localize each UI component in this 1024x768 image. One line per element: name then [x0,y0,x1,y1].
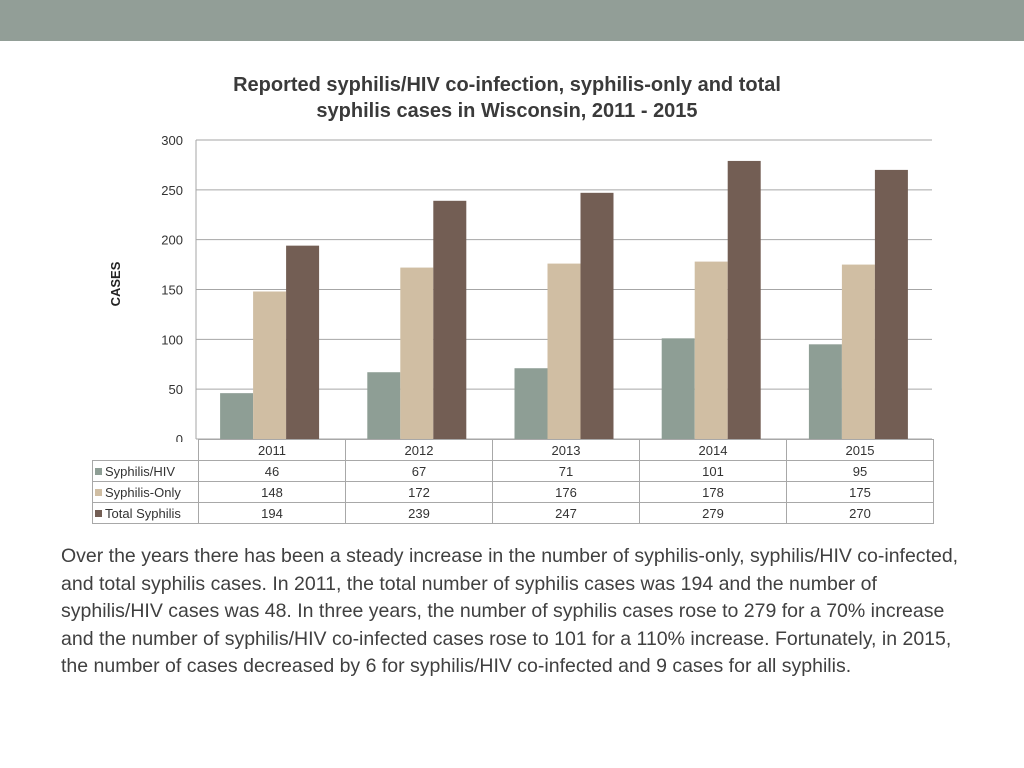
data-label: 239 [345,502,493,524]
table-corner [92,439,199,461]
legend-entry: Syphilis/HIV [92,460,199,482]
data-label: 247 [492,502,640,524]
legend-swatch [95,467,102,475]
data-label: 279 [639,502,787,524]
bar-total-syphilis-2012 [433,200,467,439]
y-tick-label: 250 [161,183,183,198]
data-label: 148 [198,481,346,503]
data-label: 176 [492,481,640,503]
table-row: Syphilis/HIV 46 67 71 101 95 [92,460,934,482]
summary-paragraph: Over the years there has been a steady i… [61,545,959,677]
data-label: 95 [786,460,934,482]
legend-swatch [95,488,102,496]
x-category-label: 2013 [492,439,640,461]
y-tick-label: 300 [161,133,183,148]
bar-syphilis-only-2012 [400,267,434,439]
x-category-label: 2012 [345,439,493,461]
y-tick-label: 100 [161,332,183,347]
bar-syphilis-hiv-2011 [220,393,254,439]
y-tick-label: 150 [161,283,183,298]
bar-syphilis-hiv-2012 [367,372,401,439]
table-row: Total Syphilis 194 239 247 279 270 [92,502,934,524]
data-label: 172 [345,481,493,503]
bar-syphilis-only-2011 [253,291,287,439]
bar-total-syphilis-2011 [286,245,320,439]
data-label: 67 [345,460,493,482]
legend-label: Syphilis/HIV [105,463,176,479]
chart-title: Reported syphilis/HIV co-infection, syph… [150,72,864,124]
y-tick-label: 200 [161,233,183,248]
bar-syphilis-only-2014 [694,261,728,439]
bar-total-syphilis-2014 [727,160,761,439]
y-tick-label: 50 [169,382,183,397]
data-label: 101 [639,460,787,482]
bar-syphilis-only-2015 [841,264,875,439]
legend-entry: Total Syphilis [92,502,199,524]
x-category-label: 2011 [198,439,346,461]
legend-entry: Syphilis-Only [92,481,199,503]
bar-total-syphilis-2015 [874,169,908,439]
legend-swatch [95,509,102,517]
data-label: 178 [639,481,787,503]
data-label: 71 [492,460,640,482]
data-label: 270 [786,502,934,524]
chart-title-line-2: syphilis cases in Wisconsin, 2011 - 2015 [316,100,698,122]
y-tick-label: 0 [176,432,183,442]
legend-label: Syphilis-Only [105,484,181,500]
bar-syphilis-only-2013 [547,263,581,439]
bar-chart: 0 50 100 150 200 250 300 CASES [108,133,932,442]
bar-syphilis-hiv-2015 [808,344,842,439]
chart-title-line-1: Reported syphilis/HIV co-infection, syph… [233,74,781,96]
y-axis-title: CASES [108,261,123,306]
data-label: 194 [198,502,346,524]
bar-syphilis-hiv-2014 [661,338,695,439]
legend-label: Total Syphilis [105,505,181,521]
x-category-label: 2014 [639,439,787,461]
bar-total-syphilis-2013 [580,192,614,439]
table-row: Syphilis-Only 148 172 176 178 175 [92,481,934,503]
data-label: 46 [198,460,346,482]
data-label: 175 [786,481,934,503]
x-category-label: 2015 [786,439,934,461]
data-table: 2011 2012 2013 2014 2015 Syphilis/HIV 46 67 71 10… [92,439,934,524]
bar-syphilis-hiv-2013 [514,368,548,439]
header-band [0,0,1024,41]
